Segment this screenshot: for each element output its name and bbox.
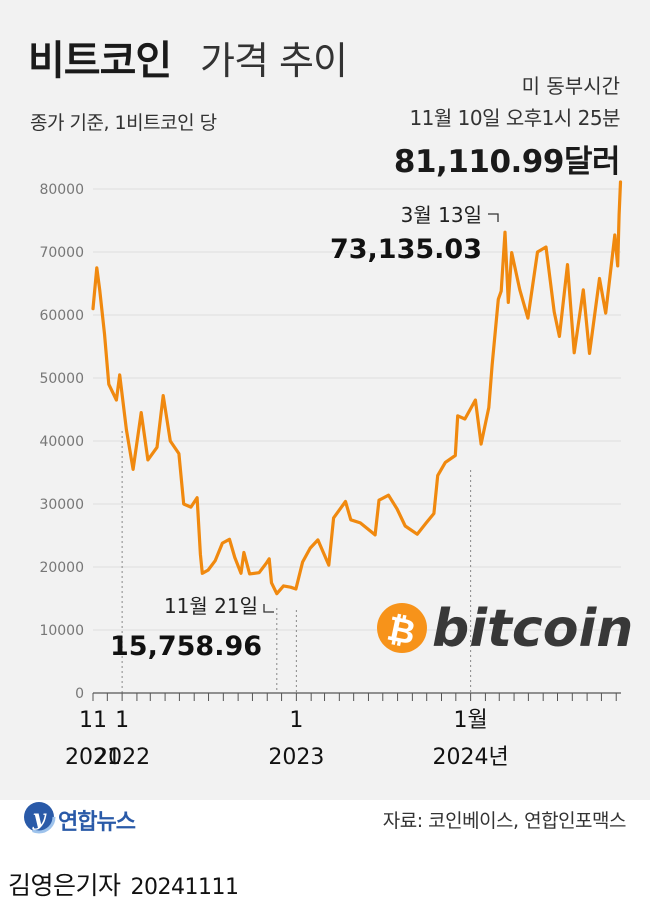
y-tick-label: 50000 [39, 371, 84, 387]
x-tick-label: 1월 [453, 708, 487, 733]
y-tick-label: 10000 [39, 623, 84, 639]
latest-price: 81,110.99달러 [393, 144, 621, 180]
price-series-line [91, 180, 623, 596]
high-date-bracket [488, 213, 499, 222]
y-tick-label: 40000 [39, 434, 84, 450]
price-chart: 0 10000 20000 30000 40000 50000 60000 70000 8000… [39, 180, 633, 770]
high-date-label: 3월 13일 [401, 203, 482, 227]
y-axis-ticks: 0 10000 20000 30000 40000 50000 60000 70000 8000… [39, 182, 84, 702]
x-tick-label: 1 [115, 708, 129, 733]
bitcoin-logo-icon [377, 603, 427, 653]
y-tick-label: 70000 [39, 245, 84, 261]
bitcoin-wordmark: bitcoin [432, 599, 633, 659]
timezone-label: 미 동부시간 [521, 74, 620, 98]
x-tick-year: 2023 [268, 745, 324, 770]
svg-text:y: y [32, 805, 48, 831]
chart-subtitle: 종가 기준, 1비트코인 당 [30, 112, 217, 134]
y-tick-label: 0 [75, 686, 84, 702]
latest-datetime: 11월 10일 오후1시 25분 [409, 106, 620, 130]
x-axis-ticks: 11 2021 1 2022 1 2023 1월 2024년 [65, 693, 617, 770]
y-tick-label: 60000 [39, 308, 84, 324]
yonhap-logo-icon: y [22, 800, 56, 834]
guide-lines [121, 431, 472, 693]
low-date-bracket [263, 604, 274, 613]
publish-date: 20241111 [130, 875, 239, 900]
x-tick-label: 11 [79, 708, 107, 733]
low-date-label: 11월 21일 [164, 594, 258, 618]
chart-title: 비트코인 [28, 38, 172, 84]
y-tick-label: 20000 [39, 560, 84, 576]
source-text: 자료: 코인베이스, 연합인포맥스 [382, 810, 627, 832]
x-tick-label: 1 [289, 708, 303, 733]
x-tick-year: 2024년 [433, 745, 509, 770]
y-tick-label: 30000 [39, 497, 84, 513]
yonhap-logo-text: 연합뉴스 [58, 810, 136, 835]
low-value-label: 15,758.96 [110, 631, 262, 662]
gridlines [93, 188, 621, 631]
x-tick-year: 2022 [94, 745, 150, 770]
chart-title-rest: 가격 추이 [200, 39, 348, 83]
chart-background [0, 0, 650, 800]
y-tick-label: 80000 [39, 182, 84, 198]
x-tick-year: 2021 [65, 745, 121, 770]
reporter-credit: 김영은기자 20241111 [8, 866, 239, 902]
reporter-name: 김영은기자 [8, 871, 121, 900]
high-value-label: 73,135.03 [330, 234, 482, 265]
